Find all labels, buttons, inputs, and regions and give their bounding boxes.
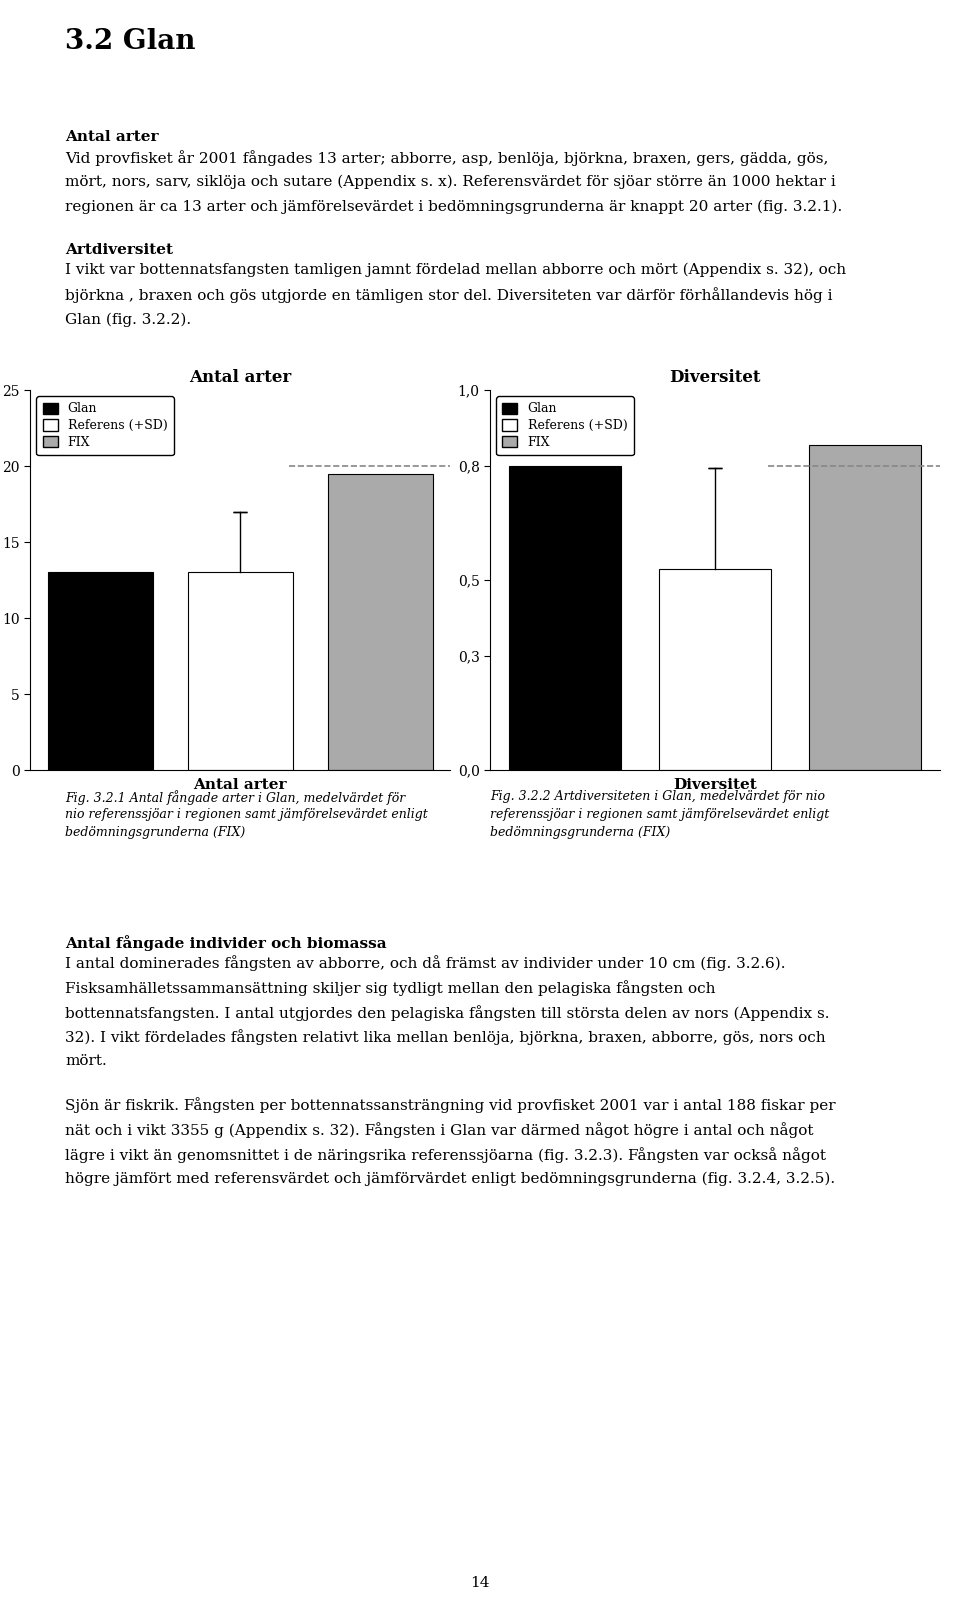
Text: Vid provfisket år 2001 fångades 13 arter; abborre, asp, benlöja, björkna, braxen: Vid provfisket år 2001 fångades 13 arter… bbox=[65, 150, 828, 166]
Text: bedömningsgrunderna (FIX): bedömningsgrunderna (FIX) bbox=[65, 826, 246, 839]
Text: bottennatsfangsten. I antal utgjordes den pelagiska fångsten till största delen : bottennatsfangsten. I antal utgjordes de… bbox=[65, 1005, 829, 1021]
Bar bbox=[47, 573, 153, 770]
Legend: Glan, Referens (+SD), FIX: Glan, Referens (+SD), FIX bbox=[36, 396, 174, 456]
Text: Antal arter: Antal arter bbox=[65, 130, 158, 143]
Title: Diversitet: Diversitet bbox=[669, 369, 760, 386]
Title: Antal arter: Antal arter bbox=[189, 369, 291, 386]
Text: regionen är ca 13 arter och jämförelsevärdet i bedömningsgrunderna är knappt 20 : regionen är ca 13 arter och jämförelsevä… bbox=[65, 200, 843, 214]
Text: Fig. 3.2.2 Artdiversiteten i Glan, medelvärdet för nio: Fig. 3.2.2 Artdiversiteten i Glan, medel… bbox=[490, 791, 825, 803]
Bar bbox=[187, 573, 293, 770]
Bar bbox=[509, 465, 621, 770]
Text: nio referenssjöar i regionen samt jämförelsevärdet enligt: nio referenssjöar i regionen samt jämför… bbox=[65, 808, 428, 821]
Text: Sjön är fiskrik. Fångsten per bottennatssansträngning vid provfisket 2001 var i : Sjön är fiskrik. Fångsten per bottennats… bbox=[65, 1096, 836, 1113]
Text: högre jämfört med referensvärdet och jämförvärdet enligt bedömningsgrunderna (fi: högre jämfört med referensvärdet och jäm… bbox=[65, 1172, 835, 1187]
Text: 32). I vikt fördelades fångsten relativt lika mellan benlöja, björkna, braxen, a: 32). I vikt fördelades fångsten relativt… bbox=[65, 1029, 826, 1045]
X-axis label: Antal arter: Antal arter bbox=[193, 778, 287, 792]
Text: Artdiversitet: Artdiversitet bbox=[65, 243, 173, 256]
Text: referenssjöar i regionen samt jämförelsevärdet enligt: referenssjöar i regionen samt jämförelse… bbox=[490, 808, 829, 821]
Text: I vikt var bottennatsfangsten tamligen jamnt fördelad mellan abborre och mört (A: I vikt var bottennatsfangsten tamligen j… bbox=[65, 262, 847, 277]
Text: 14: 14 bbox=[470, 1576, 490, 1591]
Legend: Glan, Referens (+SD), FIX: Glan, Referens (+SD), FIX bbox=[496, 396, 634, 456]
Text: mört, nors, sarv, siklöja och sutare (Appendix s. x). Referensvärdet för sjöar s: mört, nors, sarv, siklöja och sutare (Ap… bbox=[65, 175, 836, 190]
Bar bbox=[327, 473, 433, 770]
Bar bbox=[808, 444, 922, 770]
Text: lägre i vikt än genomsnittet i de näringsrika referenssjöarna (fig. 3.2.3). Fång: lägre i vikt än genomsnittet i de näring… bbox=[65, 1146, 827, 1162]
Text: I antal dominerades fångsten av abborre, och då främst av individer under 10 cm : I antal dominerades fångsten av abborre,… bbox=[65, 955, 786, 971]
Bar bbox=[659, 568, 771, 770]
Text: nät och i vikt 3355 g (Appendix s. 32). Fångsten i Glan var därmed något högre i: nät och i vikt 3355 g (Appendix s. 32). … bbox=[65, 1122, 814, 1138]
Text: bedömningsgrunderna (FIX): bedömningsgrunderna (FIX) bbox=[490, 826, 670, 839]
Text: 3.2 Glan: 3.2 Glan bbox=[65, 27, 196, 55]
Text: Glan (fig. 3.2.2).: Glan (fig. 3.2.2). bbox=[65, 312, 191, 327]
Text: Fisksamhälletssammansättning skiljer sig tydligt mellan den pelagiska fångsten o: Fisksamhälletssammansättning skiljer sig… bbox=[65, 980, 716, 995]
Text: Antal fångade individer och biomassa: Antal fångade individer och biomassa bbox=[65, 935, 387, 952]
Text: mört.: mört. bbox=[65, 1055, 107, 1069]
X-axis label: Diversitet: Diversitet bbox=[673, 778, 756, 792]
Text: björkna , braxen och gös utgjorde en tämligen stor del. Diversiteten var därför : björkna , braxen och gös utgjorde en täm… bbox=[65, 287, 832, 303]
Text: Fig. 3.2.1 Antal fångade arter i Glan, medelvärdet för: Fig. 3.2.1 Antal fångade arter i Glan, m… bbox=[65, 791, 405, 805]
